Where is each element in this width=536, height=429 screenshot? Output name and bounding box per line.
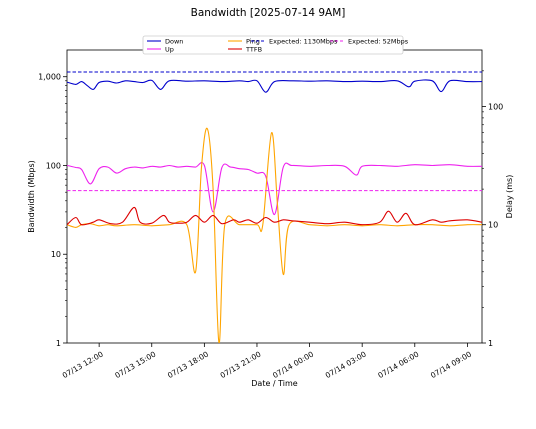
series-up: [67, 162, 482, 216]
plot-area-frame: [66, 49, 483, 344]
y-tick-label: 100: [46, 161, 61, 170]
x-axis-label: Date / Time: [251, 379, 298, 388]
x-tick-label: 07/13 21:00: [219, 349, 263, 380]
y-tick-label: 10: [51, 250, 61, 259]
legend-label-expected-52mbps: Expected: 52Mbps: [348, 38, 409, 46]
y2-tick-label: 10: [488, 221, 498, 230]
legend-label-up: Up: [165, 46, 174, 54]
x-tick-label: 07/14 00:00: [271, 349, 315, 380]
y2-tick-label: 1: [488, 339, 493, 348]
x-tick-label: 07/13 18:00: [166, 349, 210, 380]
x-tick-label: 07/14 06:00: [376, 349, 420, 380]
legend-label-down: Down: [165, 38, 183, 46]
y2-axis-label: Delay (ms): [505, 175, 514, 219]
axes-layer: 07/13 12:00 07/13 15:00 07/13 18:00 07/13 2…: [38, 70, 503, 380]
chart-title: Bandwidth [2025-07-14 9AM]: [191, 7, 346, 19]
series-layer: [67, 71, 482, 343]
y-axis-label: Bandwidth (Mbps): [27, 160, 36, 233]
legend: DownUpPingTTFBExpected: 1130MbpsExpected…: [142, 35, 409, 55]
y-tick-label: 1,000: [38, 73, 61, 82]
legend-label-ttfb: TTFB: [245, 46, 262, 54]
series-down: [67, 79, 482, 93]
legend-label-expected-1130mbps: Expected: 1130Mbps: [269, 38, 338, 46]
series-ping: [67, 127, 482, 343]
x-tick-label: 07/14 09:00: [429, 349, 473, 380]
y-tick-label: 1: [56, 339, 61, 348]
x-tick-label: 07/13 15:00: [113, 349, 157, 380]
y2-tick-label: 100: [488, 102, 503, 111]
x-tick-label: 07/13 12:00: [61, 349, 105, 380]
series-ttfb: [67, 206, 482, 226]
x-tick-label: 07/14 03:00: [324, 349, 368, 380]
